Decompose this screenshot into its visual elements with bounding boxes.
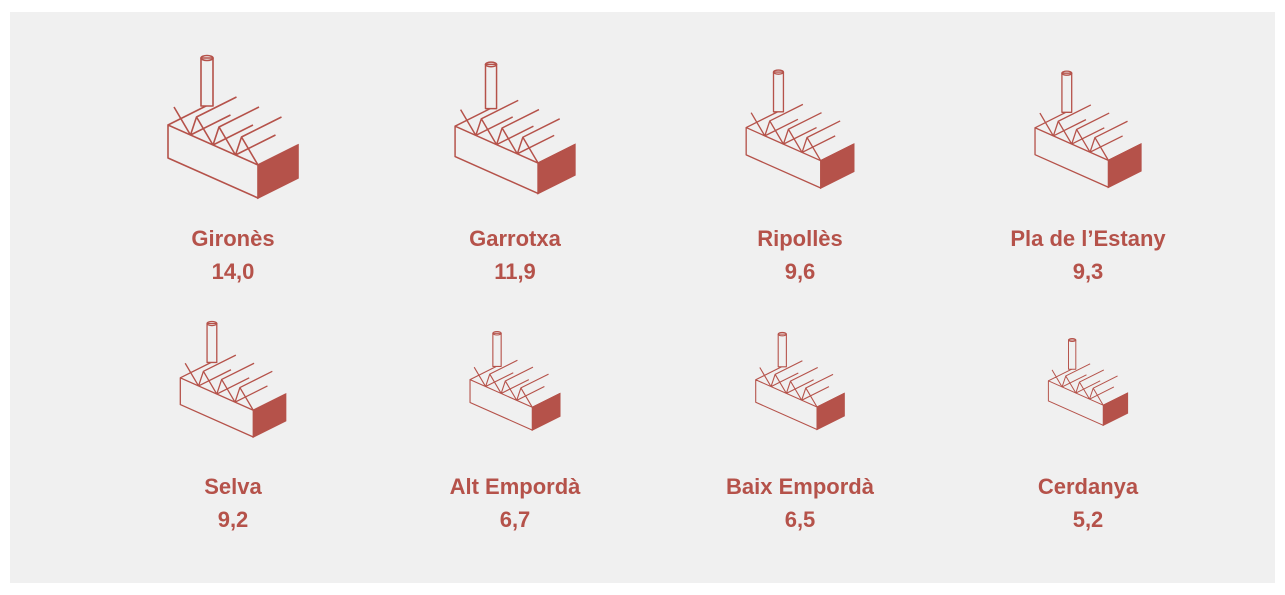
chimney — [200, 57, 214, 107]
value-label: 5,2 — [1073, 507, 1104, 532]
factory-front — [1034, 127, 1110, 188]
factory-icon — [469, 330, 561, 432]
chimney-top — [200, 54, 214, 62]
chimney — [1068, 339, 1077, 370]
chimney-top — [484, 61, 498, 68]
factory-icon — [745, 69, 855, 190]
category-label: Ripollès — [757, 226, 843, 251]
chimney-top — [1068, 338, 1077, 343]
value-label: 9,6 — [785, 259, 816, 284]
factory-icon — [755, 331, 845, 431]
chimney — [484, 63, 498, 110]
chimney-top — [1061, 70, 1073, 76]
factory-roof — [745, 103, 855, 162]
chimney-top — [777, 331, 787, 337]
factory-icon — [1034, 70, 1142, 189]
factory-front — [755, 379, 818, 431]
chimney — [492, 332, 502, 368]
factory-icon — [167, 54, 299, 200]
factory-front — [469, 379, 533, 431]
chimney — [772, 71, 785, 113]
category-label: Garrotxa — [469, 226, 561, 251]
factory-icon — [454, 61, 576, 195]
factory-roof — [469, 359, 561, 408]
value-label: 14,0 — [212, 259, 255, 284]
factory-front — [167, 124, 259, 199]
chimney — [1061, 72, 1073, 113]
factory-roof — [180, 354, 286, 411]
factory-roof — [454, 99, 576, 164]
value-label: 9,3 — [1073, 259, 1104, 284]
chimney-top — [206, 320, 218, 327]
factory-roof — [1048, 363, 1128, 406]
value-label: 9,2 — [218, 507, 249, 532]
chimney-top — [492, 330, 502, 336]
factory-front — [745, 126, 822, 189]
factory-front — [179, 377, 254, 438]
chimney — [206, 322, 218, 364]
factory-roof — [167, 96, 299, 166]
factory-roof — [755, 360, 845, 408]
category-label: Alt Empordà — [450, 474, 582, 499]
factory-front — [454, 125, 539, 195]
category-label: Selva — [204, 474, 262, 499]
factory-roof — [1034, 104, 1142, 161]
chimney-top — [772, 69, 785, 75]
factory-icon — [179, 320, 287, 439]
category-label: Pla de l’Estany — [1010, 226, 1166, 251]
value-label: 6,5 — [785, 507, 816, 532]
value-label: 11,9 — [494, 259, 536, 284]
factory-icon — [1047, 338, 1129, 427]
chimney — [777, 333, 787, 368]
category-label: Cerdanya — [1038, 474, 1139, 499]
category-label: Baix Empordà — [726, 474, 875, 499]
value-label: 6,7 — [500, 507, 531, 532]
factory-front — [1047, 380, 1104, 426]
category-label: Gironès — [191, 226, 274, 251]
